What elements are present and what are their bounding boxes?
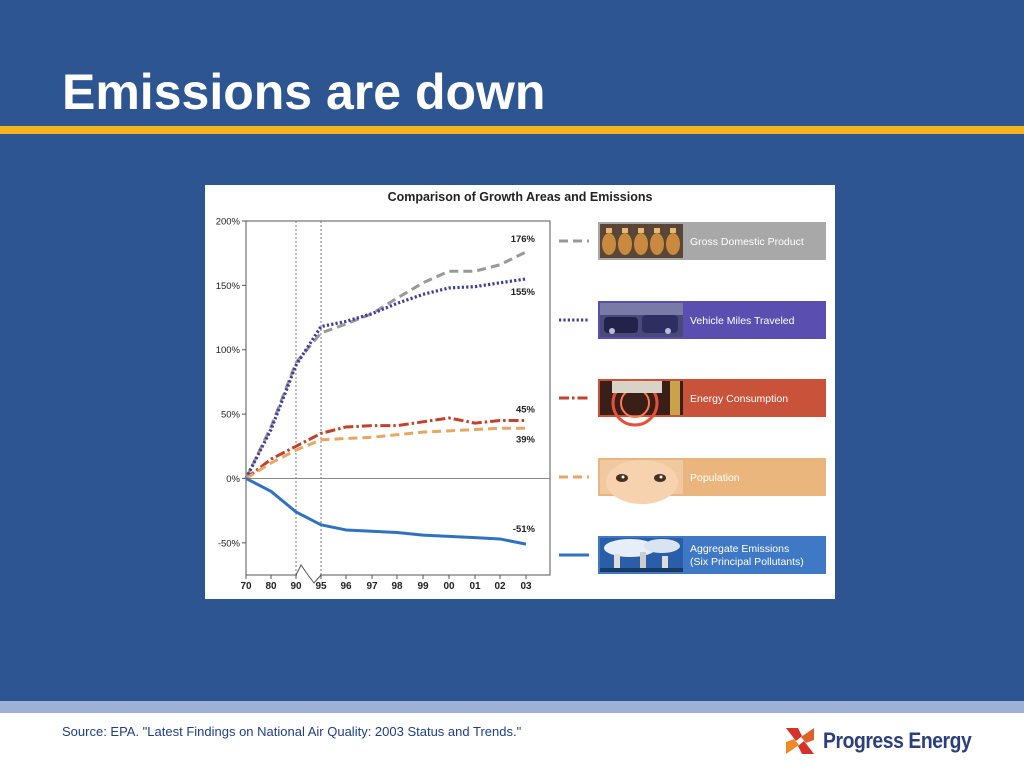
- legend-entry-4: Aggregate Emissions (Six Principal Pollut…: [559, 536, 826, 574]
- legend-entry-1: Vehicle Miles Traveled: [559, 301, 826, 339]
- traffic-photo: [600, 303, 683, 337]
- growth-emissions-chart: Comparison of Growth Areas and Emissions…: [216, 190, 826, 592]
- money-bags-photo: [600, 224, 683, 258]
- axis-break-mask: [297, 561, 320, 577]
- series-line-1: [244, 277, 527, 480]
- company-logo: Progress Energy: [783, 722, 992, 760]
- end-value-label: 155%: [511, 287, 536, 298]
- x-tick-label: 70: [240, 581, 252, 592]
- x-tick-label: 00: [443, 581, 455, 592]
- series-line-2: [245, 416, 526, 480]
- title-rule: [0, 126, 1024, 134]
- end-value-label: -51%: [513, 524, 536, 535]
- x-tick-label: 95: [315, 581, 327, 592]
- legend-label: Gross Domestic Product: [690, 236, 804, 248]
- legend-entry-3: Population: [559, 458, 826, 504]
- legend-label: Population: [690, 472, 740, 484]
- y-tick-label: 200%: [216, 217, 241, 228]
- y-tick-label: 50%: [221, 410, 241, 421]
- y-tick-label: 100%: [216, 345, 241, 356]
- end-value-label: 39%: [516, 434, 536, 445]
- legend-entry-2: Energy Consumption: [559, 379, 826, 427]
- x-tick-label: 90: [290, 581, 302, 592]
- y-tick-label: -50%: [218, 538, 241, 549]
- legend-label: Vehicle Miles Traveled: [690, 315, 795, 327]
- y-tick-label: 0%: [226, 474, 240, 485]
- x-tick-label: 01: [469, 581, 481, 592]
- chart-title: Comparison of Growth Areas and Emissions: [388, 190, 653, 204]
- series-line-3: [245, 426, 526, 480]
- end-value-label: 45%: [516, 405, 536, 416]
- x-tick-label: 99: [417, 581, 429, 592]
- plot-frame: [245, 220, 551, 576]
- axis-break-marker: [295, 564, 322, 584]
- series-line-4: [245, 477, 527, 546]
- x-tick-label: 97: [366, 581, 378, 592]
- legend-label: Energy Consumption: [690, 393, 788, 405]
- x-tick-label: 02: [494, 581, 506, 592]
- chart-panel: Comparison of Growth Areas and Emissions…: [205, 185, 835, 599]
- x-tick-label: 96: [340, 581, 352, 592]
- x-tick-label: 03: [520, 581, 532, 592]
- legend-entry-0: Gross Domestic Product: [559, 222, 826, 260]
- burner-photo: [600, 379, 683, 427]
- footer-band: [0, 701, 1024, 713]
- x-tick-label: 98: [391, 581, 403, 592]
- progress-energy-logo-icon: [786, 728, 814, 754]
- source-citation: Source: EPA. "Latest Findings on Nationa…: [62, 724, 522, 739]
- logo-text: Progress Energy: [823, 728, 972, 753]
- footer: Source: EPA. "Latest Findings on Nationa…: [0, 713, 1024, 768]
- y-tick-label: 150%: [216, 281, 241, 292]
- smokestack-photo: [600, 538, 683, 572]
- legend-label: Aggregate Emissions (Six Principal Pollut…: [690, 543, 804, 568]
- baby-photo: [600, 460, 683, 504]
- x-tick-label: 80: [265, 581, 277, 592]
- slide-title: Emissions are down: [62, 64, 546, 120]
- end-value-label: 176%: [511, 234, 536, 245]
